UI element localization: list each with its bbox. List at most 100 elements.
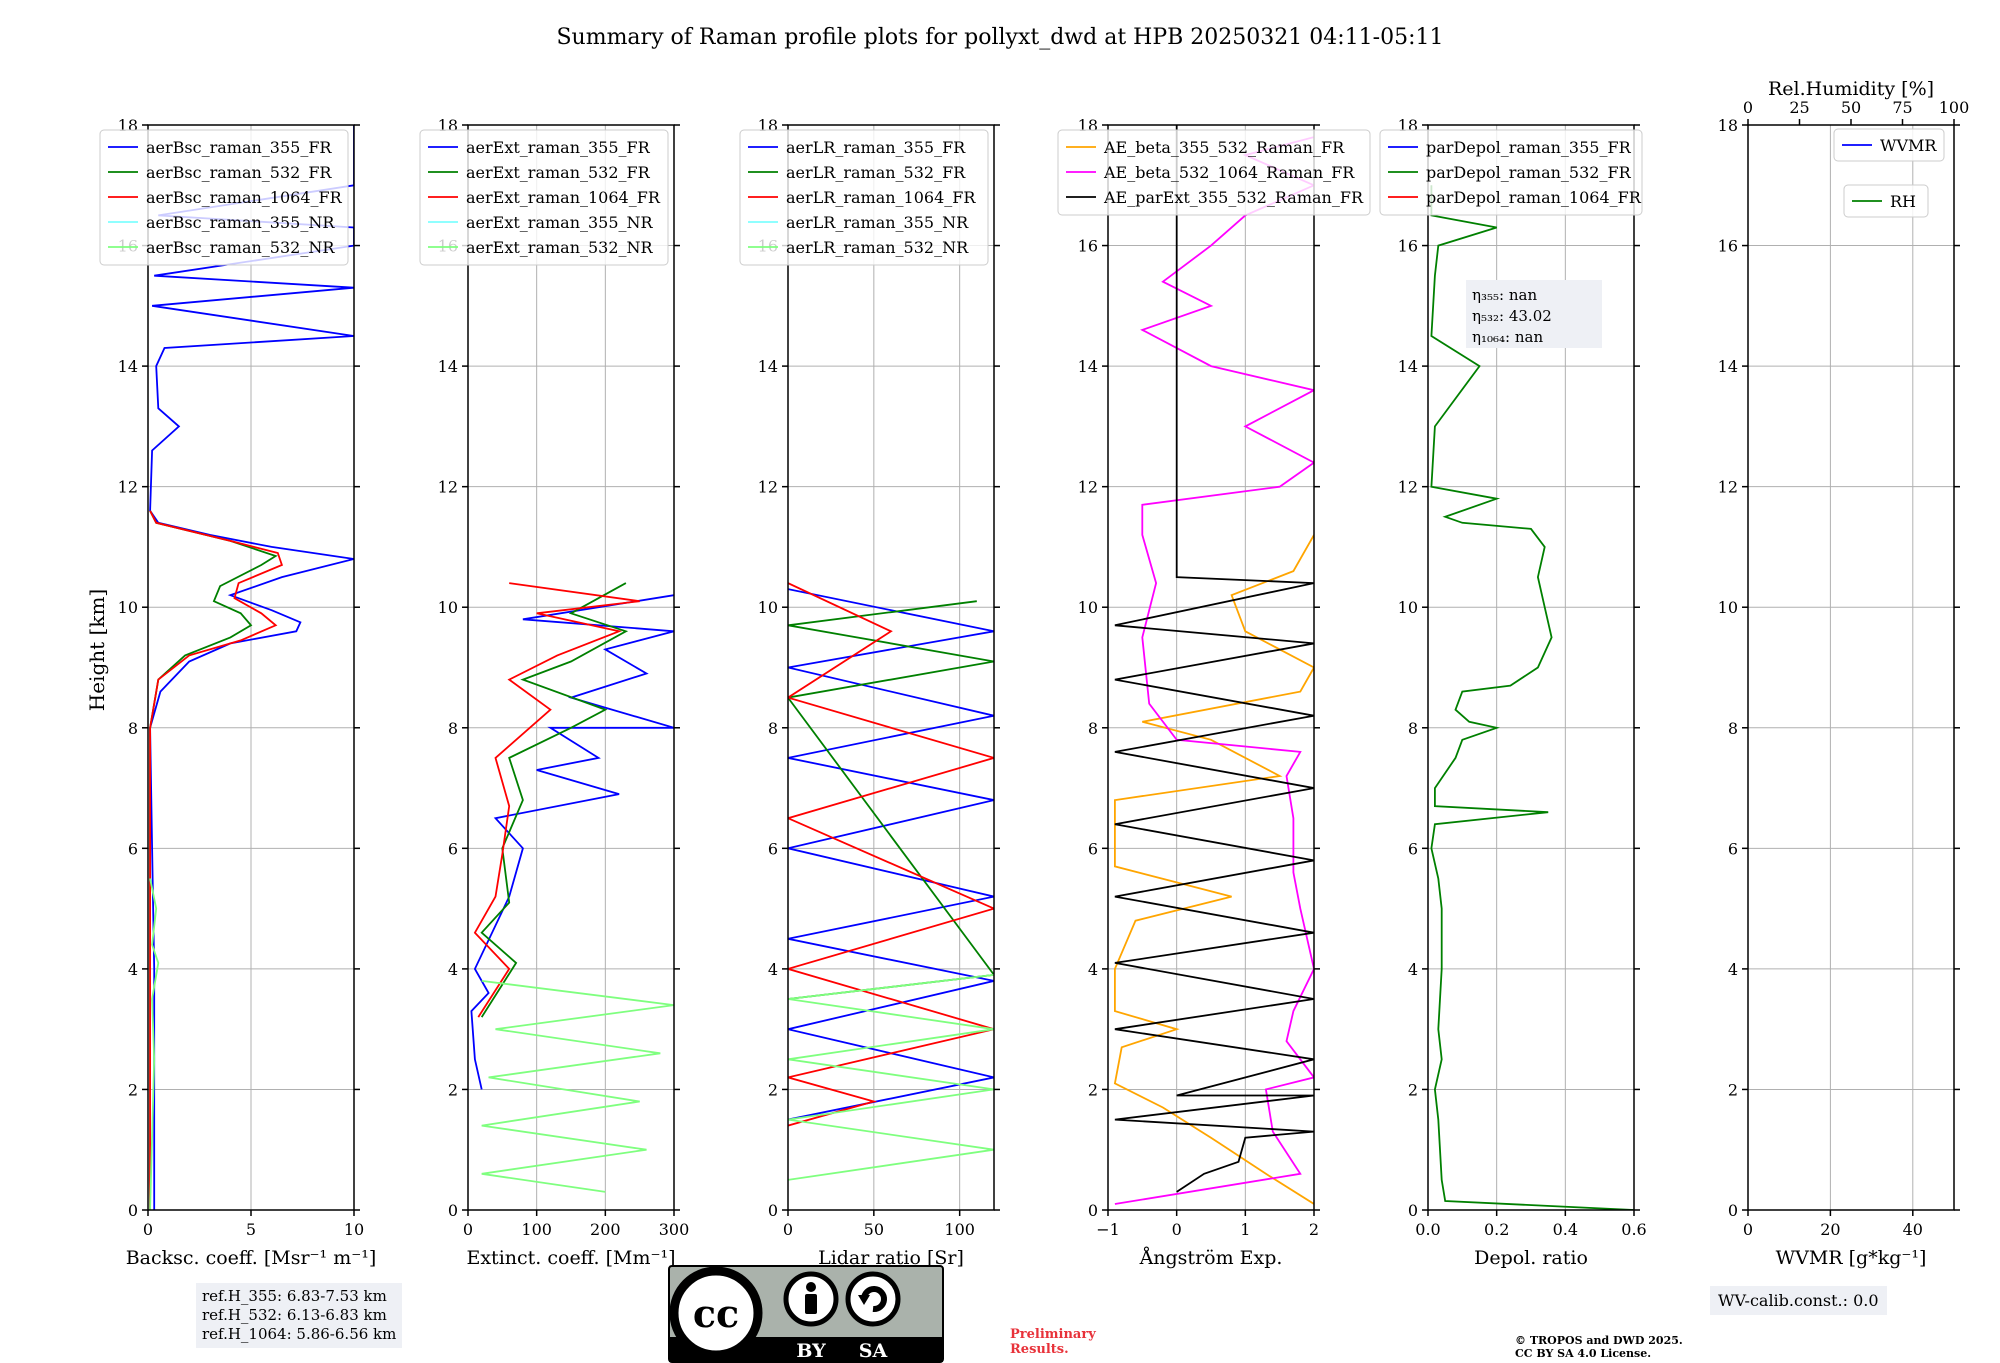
ytick-label: 8 bbox=[768, 719, 778, 738]
axes-frame bbox=[1107, 124, 1315, 1211]
annotation-eta532: η₅₃₂: 43.02 bbox=[1472, 307, 1552, 325]
legend-label: aerBsc_raman_532_NR bbox=[146, 238, 335, 257]
ytick-label: 6 bbox=[1728, 839, 1738, 858]
ytick-label: 4 bbox=[448, 960, 458, 979]
legend: aerLR_raman_355_FR aerLR_raman_532_FR aerL… bbox=[739, 129, 989, 266]
by-label: BY bbox=[796, 1340, 826, 1362]
xtick-label: 5 bbox=[246, 1220, 256, 1239]
xtick-label: 100 bbox=[521, 1220, 552, 1239]
series-aerExt_raman_1064_FR bbox=[473, 582, 640, 1018]
xtick-label: −1 bbox=[1096, 1220, 1120, 1239]
share-alike-icon bbox=[845, 1271, 901, 1327]
legend-label: parDepol_raman_1064_FR bbox=[1426, 188, 1642, 207]
ytick-label: 14 bbox=[1398, 357, 1418, 376]
ytick-label: 4 bbox=[768, 960, 778, 979]
series-aerExt_raman_532_NR bbox=[481, 980, 674, 1193]
ytick-label: 6 bbox=[128, 839, 138, 858]
legend-label: aerLR_raman_532_NR bbox=[786, 238, 969, 257]
ytick-label: 16 bbox=[1718, 237, 1738, 256]
panel-lr: 024681012141618050100Lidar ratio [Sr]aer… bbox=[739, 116, 1000, 1269]
ytick-label: 14 bbox=[438, 357, 458, 376]
x-axis-label: Depol. ratio bbox=[1474, 1247, 1588, 1269]
legend: parDepol_raman_355_FR parDepol_raman_532_… bbox=[1379, 129, 1643, 216]
xtick-label: 40 bbox=[1903, 1220, 1923, 1239]
panel-wv: 0 2 4 6 8 10 12 14 16 18 0 20 40 WVMR [g*kg⁻¹] WVMR RH R… bbox=[1718, 78, 1970, 1269]
legend-label: aerBsc_raman_532_FR bbox=[146, 163, 332, 182]
axes-frame bbox=[787, 124, 995, 1211]
series-aerExt_raman_355_FR bbox=[470, 594, 674, 1090]
ytick-label: 0 bbox=[128, 1201, 138, 1220]
eta-annotation: η₃₅₅: nan η₅₃₂: 43.02 η₁₀₆₄: nan bbox=[1466, 280, 1602, 348]
svg-text:cc: cc bbox=[693, 1291, 739, 1336]
legend-box bbox=[1379, 129, 1643, 216]
ytick-label: 8 bbox=[448, 719, 458, 738]
legend-label: aerLR_raman_532_FR bbox=[786, 163, 966, 182]
legend-box bbox=[739, 129, 989, 266]
ytick-label: 2 bbox=[448, 1080, 458, 1099]
ref-height-532: ref.H_532: 6.13-6.83 km bbox=[202, 1306, 387, 1324]
y-axis-label: Height [km] bbox=[85, 589, 109, 711]
ytick-label: 2 bbox=[1088, 1080, 1098, 1099]
legend-label: WVMR bbox=[1880, 136, 1937, 155]
preliminary-line1: Preliminary bbox=[1010, 1327, 1096, 1342]
series-aerLR_raman_532_NR bbox=[788, 974, 994, 1181]
ytick-label: 12 bbox=[758, 478, 778, 497]
legend-label: aerExt_raman_355_FR bbox=[466, 138, 651, 157]
legend-label: aerBsc_raman_1064_FR bbox=[146, 188, 343, 207]
wv-calibration-box: WV-calib.const.: 0.0 bbox=[1710, 1286, 1887, 1315]
x-axis-label: Extinct. coeff. [Mm⁻¹] bbox=[466, 1247, 675, 1269]
xtick-label: 10 bbox=[344, 1220, 364, 1239]
legend-label: aerBsc_raman_355_FR bbox=[146, 138, 332, 157]
series-aerBsc_raman_532_FR bbox=[149, 510, 278, 1210]
cc-icon bbox=[669, 1266, 763, 1360]
xtick-label: 0 bbox=[463, 1220, 473, 1239]
ytick-label: 2 bbox=[1728, 1080, 1738, 1099]
ytick-label: 12 bbox=[1718, 478, 1738, 497]
xtick-label: 20 bbox=[1820, 1220, 1840, 1239]
ytick-label: 4 bbox=[1728, 960, 1738, 979]
legend-label: AE_parExt_355_532_Raman_FR bbox=[1103, 188, 1364, 207]
series-AE_beta_355_532_Raman_FR bbox=[1113, 534, 1314, 1205]
legend-box bbox=[99, 129, 349, 266]
ytick-label: 4 bbox=[128, 960, 138, 979]
top-axis-label: Rel.Humidity [%] bbox=[1768, 78, 1934, 100]
legend-label: parDepol_raman_355_FR bbox=[1426, 138, 1632, 157]
legend-rh: RH bbox=[1843, 184, 1929, 218]
sa-label: SA bbox=[859, 1340, 888, 1362]
axes-frame bbox=[1427, 124, 1635, 1211]
top-tick-label: 50 bbox=[1841, 98, 1861, 117]
ytick-label: 0 bbox=[768, 1201, 778, 1220]
ytick-label: 6 bbox=[1408, 839, 1418, 858]
xtick-label: 0 bbox=[1172, 1220, 1182, 1239]
axes-frame bbox=[467, 124, 675, 1211]
top-tick-label: 100 bbox=[1939, 98, 1970, 117]
ytick-label: 10 bbox=[438, 598, 458, 617]
ytick-label: 0 bbox=[1728, 1201, 1738, 1220]
ytick-label: 8 bbox=[1728, 719, 1738, 738]
ytick-label: 14 bbox=[1078, 357, 1098, 376]
xtick-label: 50 bbox=[864, 1220, 884, 1239]
series-aerBsc_raman_355_FR bbox=[149, 125, 354, 1210]
ytick-label: 12 bbox=[1078, 478, 1098, 497]
legend-box bbox=[419, 129, 669, 266]
panel-ext: 0246810121416180100200300Extinct. coeff.… bbox=[419, 116, 689, 1269]
ytick-label: 12 bbox=[1398, 478, 1418, 497]
series-AE_parExt_355_532_Raman_FR bbox=[1114, 125, 1314, 1193]
preliminary-note: Preliminary Results. bbox=[1010, 1327, 1096, 1357]
ytick-label: 2 bbox=[768, 1080, 778, 1099]
ytick-label: 8 bbox=[1408, 719, 1418, 738]
legend-label: aerExt_raman_1064_FR bbox=[466, 188, 661, 207]
reference-height-box: ref.H_355: 6.83-7.53 km ref.H_532: 6.13-… bbox=[196, 1283, 403, 1348]
xtick-label: 200 bbox=[590, 1220, 621, 1239]
legend-label: AE_beta_532_1064_Raman_FR bbox=[1103, 163, 1355, 182]
legend: aerExt_raman_355_FR aerExt_raman_532_FRae… bbox=[419, 129, 669, 266]
ytick-label: 14 bbox=[1718, 357, 1738, 376]
ytick-label: 0 bbox=[1408, 1201, 1418, 1220]
xtick-label: 0 bbox=[143, 1220, 153, 1239]
legend-label: aerExt_raman_532_FR bbox=[466, 163, 651, 182]
annotation-eta1064: η₁₀₆₄: nan bbox=[1472, 328, 1543, 346]
x-axis-label: Backsc. coeff. [Msr⁻¹ m⁻¹] bbox=[126, 1247, 377, 1269]
legend-box bbox=[1057, 129, 1371, 216]
ytick-label: 10 bbox=[1398, 598, 1418, 617]
